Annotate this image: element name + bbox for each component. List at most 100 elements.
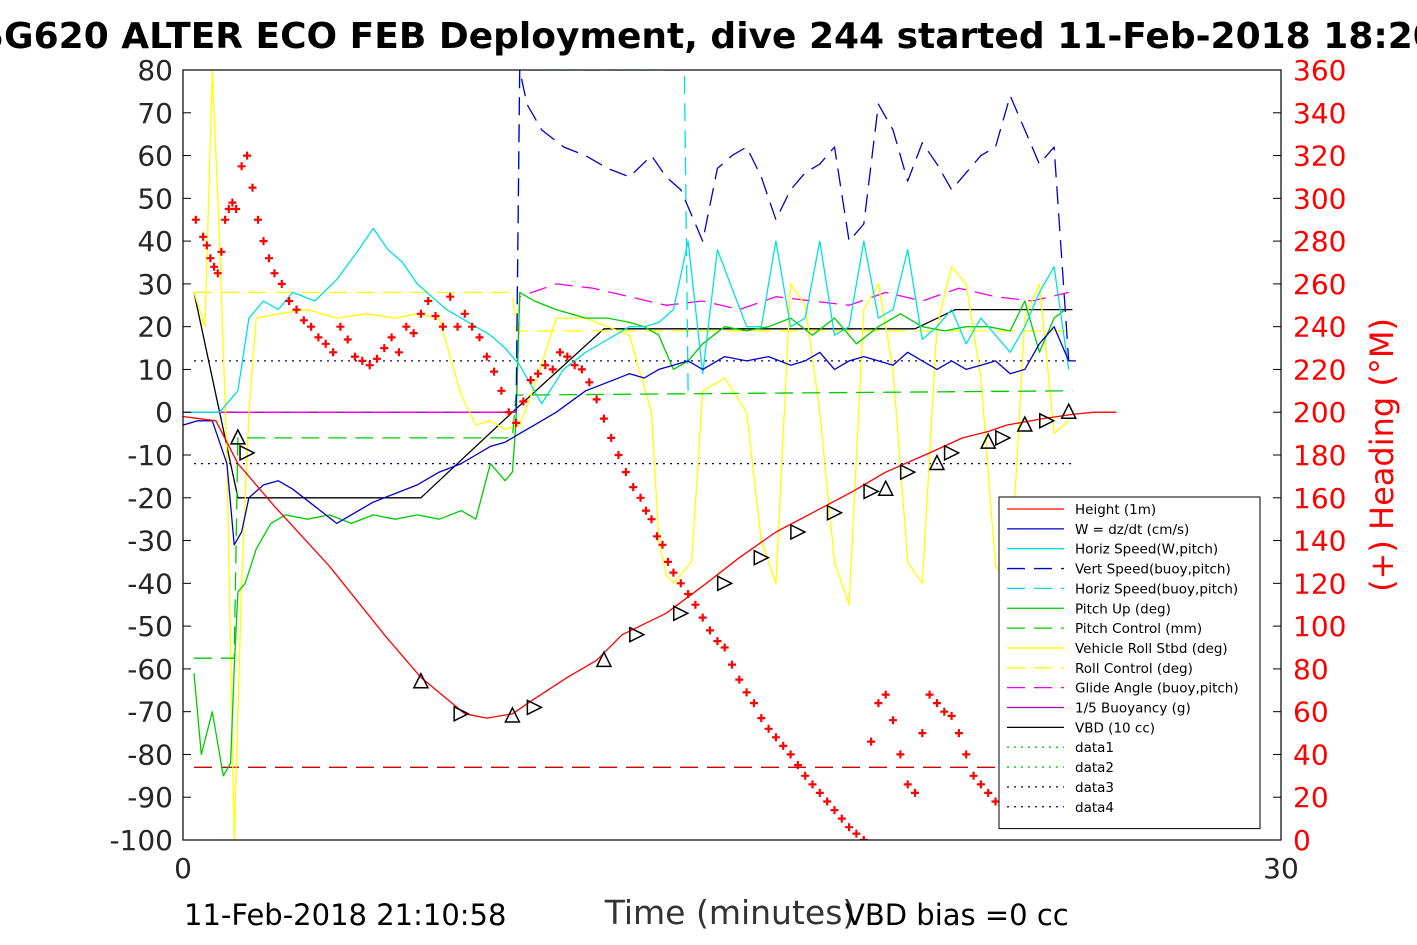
heading-point <box>867 737 876 746</box>
marker-right-triangle <box>716 575 734 592</box>
y-tick-label: -40 <box>127 567 173 600</box>
heading-point <box>402 322 411 331</box>
y-tick-label: -60 <box>127 653 173 686</box>
heading-point <box>940 707 949 716</box>
heading-point <box>409 329 418 338</box>
y-right-tick-label: 20 <box>1293 781 1329 814</box>
heading-point <box>786 750 795 759</box>
legend-label: Pitch Control (mm) <box>1075 621 1202 637</box>
heading-point <box>684 590 693 598</box>
heading-point <box>969 771 978 780</box>
marker-up-triangle <box>877 479 894 496</box>
heading-point <box>577 365 586 374</box>
y-right-tick-label: 260 <box>1293 268 1346 301</box>
legend-label: Height (1m) <box>1075 502 1156 518</box>
heading-point <box>933 699 941 708</box>
heading-point <box>881 690 890 699</box>
x-axis-label: Time (minutes) <box>604 893 856 932</box>
legend-label: Horiz Speed(W,pitch) <box>1075 542 1218 558</box>
heading-point <box>504 408 513 417</box>
y-right-tick-label: 0 <box>1293 824 1311 857</box>
heading-point <box>771 733 780 742</box>
heading-point <box>329 348 338 357</box>
marker-right-triangle <box>995 429 1012 447</box>
heading-point <box>202 241 211 250</box>
marker-right-triangle <box>753 549 770 566</box>
heading-point <box>307 322 316 331</box>
y-right-tick-label: 80 <box>1293 653 1329 686</box>
legend-label: W = dz/dt (cm/s) <box>1075 522 1189 538</box>
legend-label: data2 <box>1075 760 1114 776</box>
heading-point <box>647 515 656 524</box>
x-tick-label: 0 <box>174 852 192 885</box>
heading-point <box>653 532 661 541</box>
series-vert-speed-buoy-pitch <box>515 70 1070 413</box>
footer-vbd-bias: VBD bias =0 cc <box>845 898 1069 932</box>
heading-point <box>475 333 484 342</box>
heading-point <box>801 771 810 780</box>
heading-point <box>224 205 233 213</box>
heading-point <box>292 305 301 314</box>
heading-point <box>243 151 252 160</box>
y-right-tick-label: 100 <box>1293 610 1346 643</box>
marker-right-triangle <box>943 444 961 462</box>
heading-point <box>321 339 330 348</box>
heading-point <box>482 352 491 361</box>
heading-point <box>815 788 824 797</box>
marker-right-triangle <box>826 504 844 521</box>
heading-point <box>808 780 817 789</box>
series-pitch-control-mm <box>194 390 1073 659</box>
legend-label: Roll Control (deg) <box>1075 661 1193 677</box>
heading-point <box>962 750 971 759</box>
legend-box <box>998 496 1261 830</box>
marker-right-triangle <box>526 699 544 716</box>
series-vehicle-roll-stbd-deg <box>193 70 1070 840</box>
heading-point <box>984 788 993 797</box>
heading-point <box>911 788 919 797</box>
y-right-tick-label: 340 <box>1293 97 1346 130</box>
heading-point <box>460 309 469 318</box>
heading-point <box>706 626 714 635</box>
heading-point <box>299 316 308 325</box>
legend-label: Vert Speed(buoy,pitch) <box>1075 562 1231 578</box>
heading-point <box>416 309 425 318</box>
heading-point <box>438 322 447 331</box>
marker-right-triangle <box>1039 412 1056 429</box>
heading-point <box>336 322 345 331</box>
y-right-tick-label: 240 <box>1293 311 1346 344</box>
heading-point <box>232 205 241 213</box>
heading-point <box>199 232 208 241</box>
heading-point <box>764 724 773 733</box>
legend-label: 1/5 Buoyancy (g) <box>1075 701 1191 717</box>
legend-label: Glide Angle (buoy,pitch) <box>1075 681 1239 697</box>
heading-point <box>512 418 521 427</box>
heading-point <box>852 829 861 838</box>
heading-point <box>394 348 403 357</box>
y-right-tick-label: 180 <box>1293 439 1346 472</box>
heading-point <box>497 386 506 395</box>
marker-right-triangle <box>239 444 256 462</box>
footer-timestamp: 11-Feb-2018 21:10:58 <box>184 898 507 932</box>
heading-point <box>621 468 630 477</box>
legend-label: VBD (10 cc) <box>1075 720 1155 736</box>
heading-point <box>698 613 707 622</box>
marker-right-triangle <box>453 705 470 723</box>
heading-point <box>237 162 246 171</box>
y-right-tick-label: 280 <box>1293 225 1346 258</box>
heading-point <box>285 297 294 305</box>
heading-point <box>519 397 528 406</box>
heading-point <box>217 247 226 256</box>
heading-point <box>228 198 237 207</box>
y-tick-label: -50 <box>127 610 173 643</box>
heading-point <box>599 414 608 423</box>
heading-point <box>889 716 897 725</box>
heading-point <box>446 292 455 301</box>
heading-point <box>191 215 200 224</box>
heading-point <box>793 761 802 770</box>
heading-point <box>585 378 594 387</box>
heading-point <box>691 600 700 609</box>
legend-label: Pitch Up (deg) <box>1075 601 1171 617</box>
y-tick-label: 10 <box>137 353 173 386</box>
heading-point <box>365 361 374 370</box>
